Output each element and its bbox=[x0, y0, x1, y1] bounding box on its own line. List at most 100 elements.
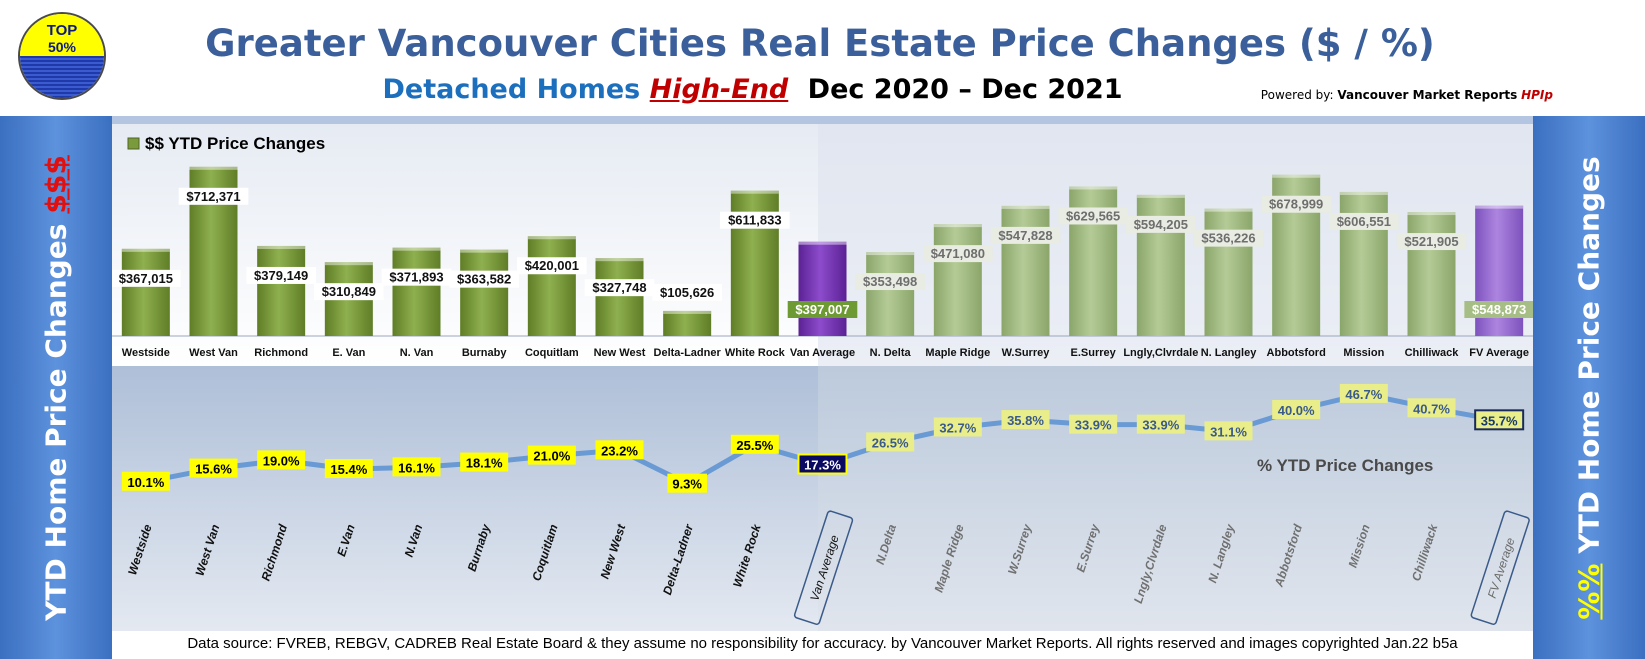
bar-category-label-14: E.Surrey bbox=[1071, 347, 1117, 359]
line-value-label-bg-10 bbox=[797, 453, 848, 475]
bar-value-label-14: $629,565 bbox=[1066, 208, 1120, 223]
line-value-label-8: 9.3% bbox=[672, 477, 702, 492]
bar-value-label-bg-9 bbox=[720, 211, 790, 229]
bar-category-label-0: Westside bbox=[122, 347, 170, 359]
line-legend-text: % YTD Price Changes bbox=[1257, 456, 1433, 475]
line-value-label-19: 40.7% bbox=[1413, 401, 1450, 416]
top-50-badge: TOP 50% bbox=[18, 12, 106, 100]
bar-value-label-bg-20 bbox=[1464, 301, 1533, 318]
bar-value-label-11: $353,498 bbox=[863, 274, 917, 289]
bar-value-label-bg-14 bbox=[1058, 207, 1128, 225]
bar-top-highlight-10 bbox=[798, 241, 847, 245]
bar-legend-text: $$ YTD Price Changes bbox=[145, 134, 325, 153]
bar-value-label-bg-11 bbox=[855, 273, 925, 291]
line-value-label-bg-6 bbox=[527, 445, 576, 465]
bar-2 bbox=[257, 245, 306, 336]
line-value-label-bg-12 bbox=[933, 417, 982, 437]
line-value-label-bg-8 bbox=[667, 473, 707, 493]
bar-value-label-8: $105,626 bbox=[660, 285, 714, 300]
bar-top-highlight-19 bbox=[1407, 212, 1456, 216]
line-value-label-bg-18 bbox=[1339, 383, 1388, 403]
bar-top-highlight-7 bbox=[595, 258, 644, 262]
bar-value-label-bg-17 bbox=[1261, 195, 1331, 213]
bar-top-highlight-3 bbox=[324, 262, 373, 266]
line-value-label-bg-14 bbox=[1069, 414, 1118, 434]
line-value-label-bg-3 bbox=[324, 459, 373, 479]
line-value-label-14: 33.9% bbox=[1075, 418, 1112, 433]
left-sidebar: YTD Home Price Changes $$$ bbox=[0, 116, 112, 659]
bar-12 bbox=[933, 224, 982, 336]
bar-value-label-bg-5 bbox=[449, 270, 519, 288]
price-change-chart: $$ YTD Price Changes % YTD Price Changes… bbox=[112, 116, 1533, 631]
line-value-label-bg-1 bbox=[189, 458, 238, 478]
line-value-label-bg-20 bbox=[1474, 409, 1525, 431]
bar-value-label-7: $327,748 bbox=[592, 280, 646, 295]
bar-10 bbox=[798, 241, 847, 336]
line-value-label-12: 32.7% bbox=[939, 421, 976, 436]
bar-13 bbox=[1001, 205, 1050, 336]
bar-value-label-17: $678,999 bbox=[1269, 197, 1323, 212]
bar-7 bbox=[595, 258, 644, 336]
bar-category-label-15: Lngly,Clvrdale bbox=[1123, 347, 1198, 359]
bar-top-highlight-16 bbox=[1204, 208, 1253, 212]
bar-4 bbox=[392, 247, 441, 336]
line-value-label-bg-13 bbox=[1001, 410, 1050, 430]
line-value-label-3: 15.4% bbox=[330, 462, 367, 477]
bar-value-label-19: $521,905 bbox=[1404, 234, 1458, 249]
right-sidebar-accent: %% bbox=[1572, 563, 1606, 620]
bar-top-highlight-0 bbox=[121, 248, 170, 252]
bar-19 bbox=[1407, 212, 1456, 336]
bar-value-label-5: $363,582 bbox=[457, 272, 511, 287]
bar-top-highlight-2 bbox=[257, 245, 306, 249]
line-value-label-bg-19 bbox=[1407, 398, 1456, 418]
line-value-label-4: 16.1% bbox=[398, 460, 435, 475]
bar-value-label-6: $420,001 bbox=[525, 258, 579, 273]
line-value-label-6: 21.0% bbox=[533, 449, 570, 464]
bar-top-highlight-8 bbox=[663, 310, 712, 314]
line-value-label-bg-5 bbox=[460, 452, 509, 472]
bar-top-highlight-17 bbox=[1272, 174, 1321, 178]
line-value-label-bg-15 bbox=[1136, 414, 1185, 434]
bar-8 bbox=[663, 310, 712, 336]
bar-value-label-16: $536,226 bbox=[1201, 231, 1255, 246]
line-value-label-bg-17 bbox=[1272, 400, 1321, 419]
line-value-label-1: 15.6% bbox=[195, 462, 232, 477]
bar-value-label-bg-7 bbox=[584, 279, 655, 297]
bar-top-highlight-9 bbox=[730, 190, 779, 194]
bar-category-label-13: W.Surrey bbox=[1002, 347, 1051, 359]
line-value-label-13: 35.8% bbox=[1007, 413, 1044, 428]
line-value-label-2: 19.0% bbox=[263, 453, 300, 468]
line-value-label-bg-4 bbox=[392, 457, 441, 477]
bar-top-highlight-15 bbox=[1136, 194, 1185, 198]
bar-value-label-1: $712,371 bbox=[186, 189, 240, 204]
line-value-label-bg-0 bbox=[121, 471, 170, 491]
powered-name: Vancouver Market Reports bbox=[1337, 88, 1518, 102]
bar-value-label-bg-19 bbox=[1396, 233, 1467, 251]
line-value-label-10: 17.3% bbox=[804, 457, 841, 472]
bar-category-label-4: N. Van bbox=[400, 347, 434, 359]
bar-value-label-15: $594,205 bbox=[1134, 217, 1188, 232]
left-sidebar-text: YTD Home Price Changes bbox=[39, 223, 73, 621]
bar-value-label-bg-15 bbox=[1126, 215, 1196, 233]
powered-brand: HPIp bbox=[1521, 88, 1553, 102]
bar-value-label-bg-8 bbox=[652, 283, 722, 301]
line-value-label-bg-11 bbox=[866, 432, 915, 452]
bar-value-label-bg-10 bbox=[787, 301, 858, 318]
line-category-avg-outline-20 bbox=[1470, 510, 1530, 625]
bar-value-label-3: $310,849 bbox=[322, 284, 376, 299]
bar-value-label-bg-16 bbox=[1193, 229, 1264, 247]
bar-top-highlight-1 bbox=[189, 166, 238, 170]
bar-value-label-bg-18 bbox=[1329, 212, 1399, 230]
line-value-label-bg-16 bbox=[1204, 421, 1253, 441]
line-value-label-9: 25.5% bbox=[736, 438, 773, 453]
subtitle-date-range: Dec 2020 – Dec 2021 bbox=[807, 74, 1123, 105]
bar-category-label-2: Richmond bbox=[254, 347, 308, 359]
line-value-label-bg-2 bbox=[257, 450, 306, 470]
bar-value-label-bg-1 bbox=[178, 187, 249, 205]
bar-value-label-bg-13 bbox=[990, 226, 1061, 244]
bar-value-label-12: $471,080 bbox=[931, 246, 985, 261]
bar-category-labels: Westside West Van Richmond E. Van N. Van Burn… bbox=[122, 347, 1529, 359]
bar-top-highlight-12 bbox=[933, 224, 982, 228]
line-value-label-16: 31.1% bbox=[1210, 424, 1247, 439]
line-value-label-15: 33.9% bbox=[1142, 418, 1179, 433]
